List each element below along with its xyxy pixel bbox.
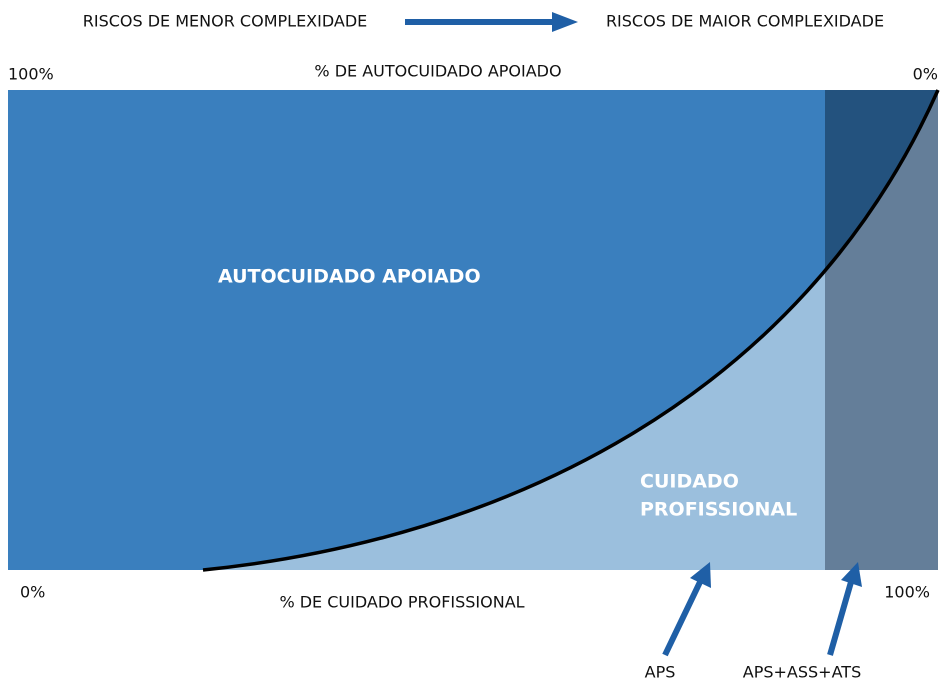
- pointer-arrow: [662, 580, 703, 657]
- pointer-arrow: [827, 581, 854, 656]
- header-arrowhead: [552, 12, 578, 32]
- pointer-label: APS+ASS+ATS: [743, 663, 861, 682]
- header-right: RISCOS DE MAIOR COMPLEXIDADE: [606, 12, 884, 31]
- pointer-label: APS: [645, 663, 676, 682]
- axis-bottom-right: 100%: [884, 583, 930, 602]
- header-left: RISCOS DE MENOR COMPLEXIDADE: [83, 12, 368, 31]
- right-band-lower: [825, 90, 938, 570]
- professional-label: PROFISSIONAL: [640, 499, 797, 521]
- professional-label: CUIDADO: [640, 471, 739, 493]
- professional-area: [203, 270, 825, 570]
- axis-top-right: 0%: [913, 65, 938, 84]
- pointer-arrowhead: [690, 562, 711, 588]
- axis-bottom-label: % DE CUIDADO PROFISSIONAL: [279, 593, 524, 612]
- self-care-label: AUTOCUIDADO APOIADO: [218, 266, 481, 288]
- axis-top-left: 100%: [8, 65, 54, 84]
- axis-bottom-left: 0%: [20, 583, 45, 602]
- axis-top-label: % DE AUTOCUIDADO APOIADO: [314, 62, 561, 81]
- pointer-arrowhead: [841, 562, 862, 587]
- curve: [202, 89, 940, 572]
